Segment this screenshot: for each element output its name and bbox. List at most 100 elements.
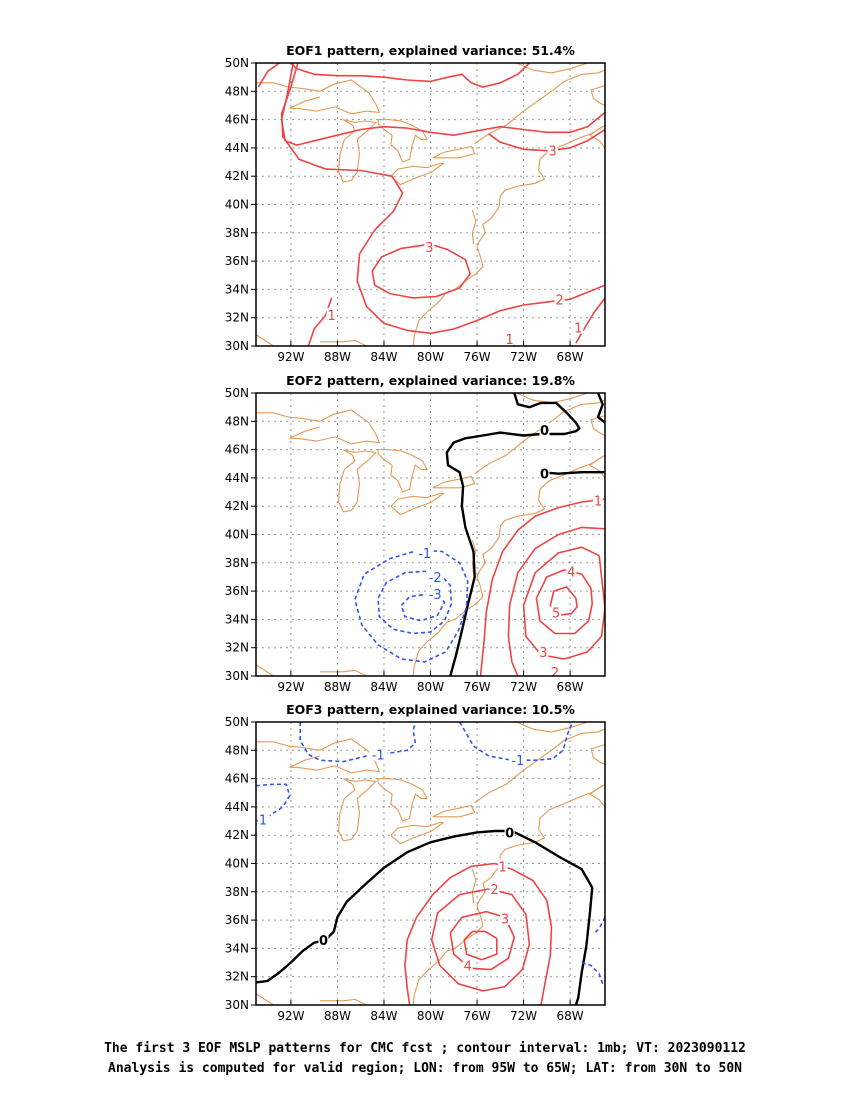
- coastline: [474, 69, 605, 145]
- y-tick-label: 40N: [225, 528, 249, 542]
- contour-label-bg: [462, 958, 473, 972]
- panel-title: EOF2 pattern, explained variance: 19.8%: [286, 373, 575, 388]
- contour-label: 1: [505, 333, 513, 348]
- y-tick-label: 46N: [225, 772, 249, 786]
- contour-label-bg: [504, 825, 515, 839]
- coastline: [338, 119, 377, 183]
- coastline: [588, 124, 605, 149]
- coastline: [377, 778, 428, 822]
- y-tick-label: 42N: [225, 169, 249, 183]
- y-tick-label: 36N: [225, 584, 249, 598]
- contour-label-bg: [424, 239, 435, 253]
- panel-title: EOF3 pattern, explained variance: 10.5%: [286, 702, 575, 717]
- contour-line-2: [430, 888, 531, 992]
- contour-line-1: [307, 297, 333, 346]
- x-tick-label: 88W: [324, 1009, 351, 1023]
- contour-label: -2: [429, 571, 442, 586]
- coastline: [432, 804, 476, 818]
- y-tick-label: 38N: [225, 556, 249, 570]
- contour-label: -1: [418, 547, 431, 562]
- y-tick-label: 30N: [225, 669, 249, 683]
- eof-panel-2: EOF2 pattern, explained variance: 19.8% 0…: [225, 373, 606, 694]
- coastline: [432, 475, 476, 489]
- x-tick-label: 76W: [463, 680, 490, 694]
- eof-panel-1: EOF1 pattern, explained variance: 51.4% 3…: [225, 43, 606, 364]
- y-tick-label: 46N: [225, 113, 249, 127]
- coastline: [390, 821, 445, 845]
- coastline: [412, 124, 605, 346]
- contour-label-bg: [426, 569, 445, 583]
- contour-line-3: [488, 128, 605, 152]
- contour-label: 3: [549, 145, 557, 160]
- y-tick-label: 38N: [225, 226, 249, 240]
- contour-label: 0: [319, 934, 328, 949]
- x-tick-label: 84W: [370, 1009, 397, 1023]
- contour-line-1: [494, 862, 553, 1005]
- y-tick-label: 50N: [225, 386, 249, 400]
- contour-label-bg: [489, 881, 500, 895]
- coastline: [377, 119, 428, 163]
- y-tick-label: 34N: [225, 612, 249, 626]
- coastline: [516, 63, 605, 74]
- x-tick-label: 72W: [510, 1009, 537, 1023]
- y-tick-label: 36N: [225, 254, 249, 268]
- contour-label-bg: [415, 545, 434, 559]
- contour-label-bg: [497, 859, 508, 873]
- contour-label-bg: [539, 422, 550, 436]
- y-tick-label: 32N: [225, 970, 249, 984]
- coastline: [377, 449, 428, 493]
- contour-label: 1: [498, 860, 506, 875]
- contour-line-1: [479, 498, 605, 676]
- contour-label-bg: [551, 605, 562, 619]
- contour-label-bg: [539, 466, 550, 480]
- coastline: [256, 79, 381, 115]
- contour-label: 1: [594, 495, 602, 510]
- y-tick-label: 34N: [225, 282, 249, 296]
- coastline: [390, 492, 445, 516]
- y-tick-label: 30N: [225, 998, 249, 1012]
- eof-panel-3: EOF3 pattern, explained variance: 10.5% 0…: [225, 702, 606, 1023]
- contour-line-1: [404, 862, 495, 1005]
- contour-line-1: [575, 297, 605, 344]
- contour-label: 2: [555, 293, 563, 308]
- coastline: [516, 722, 605, 733]
- coastline: [256, 664, 276, 676]
- contour-label-bg: [318, 932, 329, 946]
- contour-line-neg1: [299, 722, 417, 763]
- contour-label: -1: [372, 749, 385, 764]
- contour-label: 0: [540, 468, 549, 483]
- y-tick-label: 46N: [225, 443, 249, 457]
- coastline: [320, 339, 379, 346]
- coastline: [471, 210, 477, 245]
- contour-line-2: [280, 63, 605, 335]
- contour-label-bg: [538, 644, 549, 658]
- coastline: [256, 738, 381, 774]
- coastline: [412, 454, 605, 676]
- contour-label-bg: [326, 307, 337, 321]
- x-tick-label: 72W: [510, 350, 537, 364]
- contour-label: 2: [490, 883, 498, 898]
- y-tick-label: 48N: [225, 84, 249, 98]
- contour-line-3: [290, 63, 530, 88]
- coastline: [338, 778, 377, 842]
- panel-title: EOF1 pattern, explained variance: 51.4%: [286, 43, 575, 58]
- y-tick-label: 50N: [225, 715, 249, 729]
- contour-line-3: [449, 910, 516, 971]
- y-tick-label: 48N: [225, 414, 249, 428]
- coastline: [590, 744, 605, 765]
- x-tick-label: 84W: [370, 680, 397, 694]
- y-tick-label: 40N: [225, 857, 249, 871]
- coastline: [320, 669, 379, 676]
- contour-label: 3: [425, 241, 433, 256]
- coastline: [256, 993, 276, 1005]
- contour-label: -3: [429, 588, 442, 603]
- contour-line-0: [445, 393, 581, 676]
- y-tick-label: 50N: [225, 56, 249, 70]
- contour-line-0: [596, 393, 605, 424]
- coastline: [256, 334, 276, 346]
- contour-line-neg1: [581, 961, 604, 985]
- x-tick-label: 68W: [557, 680, 584, 694]
- x-tick-label: 76W: [463, 1009, 490, 1023]
- x-tick-label: 92W: [277, 1009, 304, 1023]
- x-tick-label: 68W: [557, 350, 584, 364]
